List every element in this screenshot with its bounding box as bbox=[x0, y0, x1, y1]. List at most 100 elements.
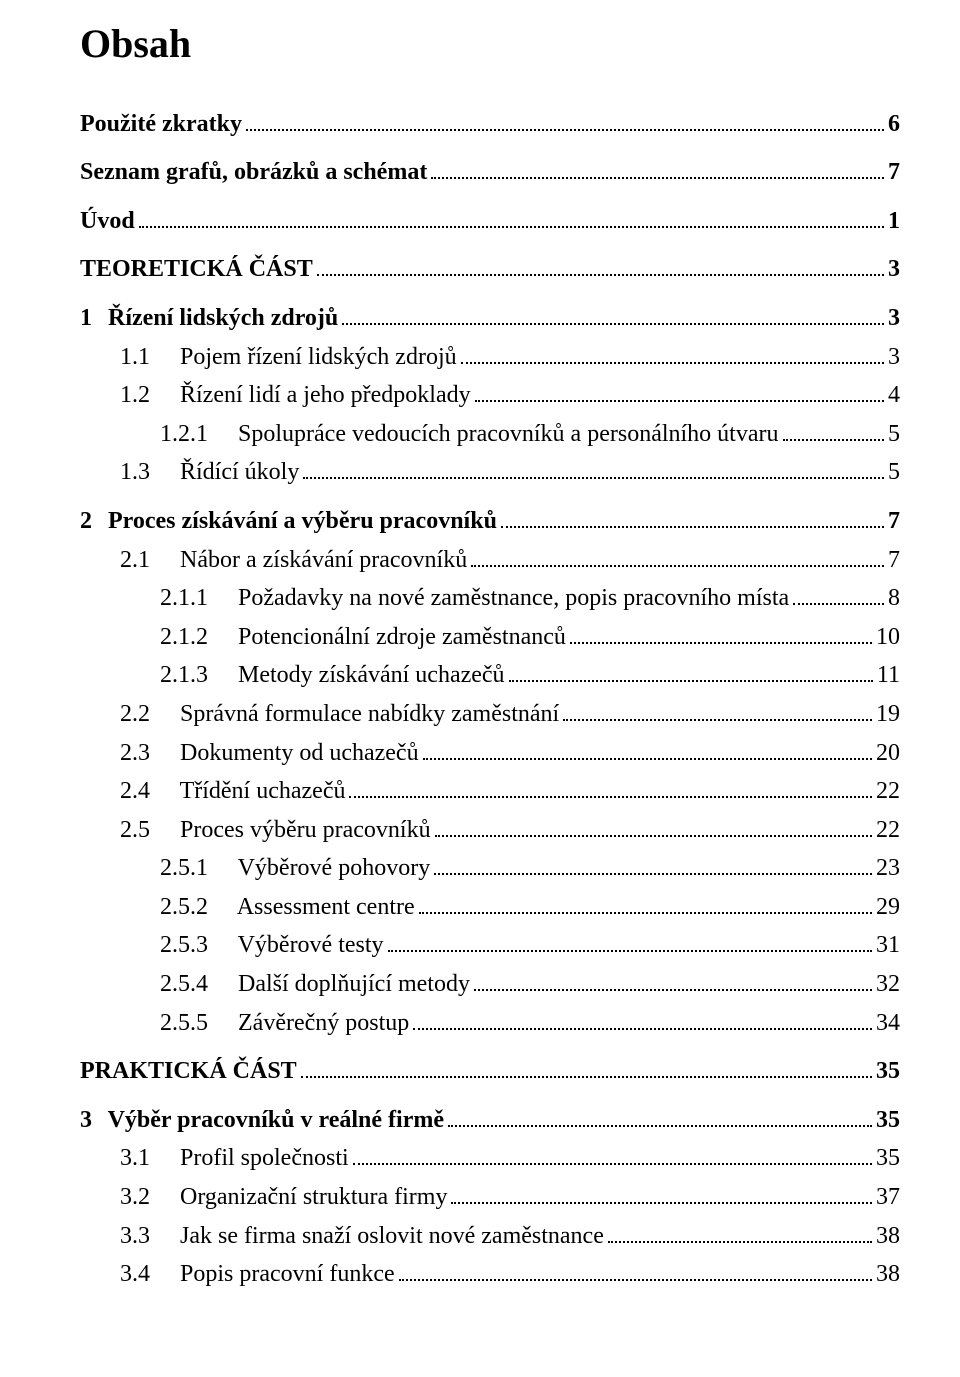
toc-entry-text: Potencionální zdroje zaměstnanců bbox=[238, 624, 566, 650]
toc-entry-page: 4 bbox=[888, 382, 900, 409]
toc-entry-text: Řízení lidských zdrojů bbox=[108, 305, 338, 331]
toc-entry: 3.4 Popis pracovní funkce 38 bbox=[120, 1258, 900, 1289]
toc-leader-dots bbox=[434, 852, 872, 876]
toc-leader-dots bbox=[509, 659, 873, 683]
toc-entry-text: Další doplňující metody bbox=[238, 971, 470, 997]
toc-entry-label: 2.1 Nábor a získávání pracovníků bbox=[120, 547, 467, 574]
toc-entry: 2.5 Proces výběru pracovníků22 bbox=[120, 813, 900, 844]
toc-entry: 2.4 Třídění uchazečů22 bbox=[120, 775, 900, 806]
toc-entry-text: Požadavky na nové zaměstnance, popis pra… bbox=[238, 585, 789, 611]
toc-entry-number: 2.5 bbox=[120, 817, 174, 844]
toc-leader-dots bbox=[451, 1180, 872, 1204]
toc-entry-number: 2.5.2 bbox=[160, 894, 232, 921]
toc-leader-dots bbox=[399, 1258, 872, 1282]
toc-entry-page: 32 bbox=[876, 971, 900, 998]
toc-leader-dots bbox=[419, 890, 872, 914]
toc-leader-dots bbox=[303, 456, 884, 480]
toc-entry-text: Dokumenty od uchazečů bbox=[180, 740, 419, 766]
toc-entry-text: Použité zkratky bbox=[80, 111, 242, 137]
toc-entry-text: Úvod bbox=[80, 208, 135, 234]
toc-title: Obsah bbox=[80, 20, 900, 67]
toc-entry: 2.2 Správná formulace nabídky zaměstnání… bbox=[120, 697, 900, 728]
toc-entry-page: 1 bbox=[888, 208, 900, 235]
toc-entry: TEORETICKÁ ČÁST 3 bbox=[80, 253, 900, 284]
toc-entry-text: Výběr pracovníků v reálné firmě bbox=[108, 1107, 444, 1133]
toc-leader-dots bbox=[461, 340, 884, 364]
toc-entry: 2.5.1 Výběrové pohovory23 bbox=[160, 852, 900, 883]
toc-leader-dots bbox=[388, 929, 872, 953]
toc-entry-text: Proces výběru pracovníků bbox=[180, 817, 431, 843]
toc-entry: 1.2 Řízení lidí a jeho předpoklady 4 bbox=[120, 379, 900, 410]
toc-leader-dots bbox=[353, 1142, 872, 1166]
toc-entry-page: 35 bbox=[876, 1107, 900, 1134]
toc-entry-text: Seznam grafů, obrázků a schémat bbox=[80, 159, 427, 185]
toc-entry-label: 3.4 Popis pracovní funkce bbox=[120, 1261, 395, 1288]
toc-entry-label: 2.1.1 Požadavky na nové zaměstnance, pop… bbox=[160, 585, 789, 612]
toc-entry-label: 2.1.3 Metody získávání uchazečů bbox=[160, 662, 505, 689]
toc-entry: 2.1.1 Požadavky na nové zaměstnance, pop… bbox=[160, 582, 900, 613]
toc-entry-text: Pojem řízení lidských zdrojů bbox=[180, 344, 457, 370]
toc-entry: 3 Výběr pracovníků v reálné firmě 35 bbox=[80, 1103, 900, 1134]
toc-leader-dots bbox=[793, 582, 884, 606]
toc-entry-number: 1 bbox=[80, 305, 92, 332]
toc-leader-dots bbox=[423, 736, 872, 760]
toc-leader-dots bbox=[317, 253, 884, 277]
toc-entry-page: 20 bbox=[876, 740, 900, 767]
toc-entry-label: 2.5.3 Výběrové testy bbox=[160, 932, 384, 959]
toc-entry-label: 2.5 Proces výběru pracovníků bbox=[120, 817, 431, 844]
toc-entry-text: Profil společnosti bbox=[180, 1145, 349, 1171]
toc-entry: 2.5.3 Výběrové testy31 bbox=[160, 929, 900, 960]
toc-entry-text: Třídění uchazečů bbox=[180, 778, 346, 804]
toc-leader-dots bbox=[563, 697, 872, 721]
toc-leader-dots bbox=[342, 301, 884, 325]
toc-entry: 2.5.5 Závěrečný postup34 bbox=[160, 1006, 900, 1037]
toc-entry-number: 2.5.1 bbox=[160, 855, 232, 882]
toc-entry-text: Výběrové pohovory bbox=[238, 855, 431, 881]
toc-entry-label: 2.3 Dokumenty od uchazečů bbox=[120, 740, 419, 767]
toc-entry: 3.3 Jak se firma snaží oslovit nové zamě… bbox=[120, 1219, 900, 1250]
toc-leader-dots bbox=[431, 156, 884, 180]
toc-entry-label: 3.2 Organizační struktura firmy bbox=[120, 1184, 447, 1211]
toc-leader-dots bbox=[448, 1103, 872, 1127]
toc-entry-label: 2.5.4 Další doplňující metody bbox=[160, 971, 470, 998]
toc-entry-label: 2.2 Správná formulace nabídky zaměstnání bbox=[120, 701, 559, 728]
toc-entry-text: Proces získávání a výběru pracovníků bbox=[108, 508, 497, 534]
toc-entry-label: Použité zkratky bbox=[80, 111, 242, 138]
toc-entry-number: 3 bbox=[80, 1107, 92, 1134]
toc-entry-label: Seznam grafů, obrázků a schémat bbox=[80, 159, 427, 186]
toc-leader-dots bbox=[471, 543, 884, 567]
toc-entry: 2 Proces získávání a výběru pracovníků7 bbox=[80, 504, 900, 535]
toc-entry-page: 10 bbox=[876, 624, 900, 651]
toc-entry-number: 2.3 bbox=[120, 740, 174, 767]
toc-entry-text: Assessment centre bbox=[237, 894, 415, 920]
toc-entry-label: 1.3 Řídící úkoly bbox=[120, 459, 299, 486]
toc-entry-number: 2.2 bbox=[120, 701, 174, 728]
toc-entry-page: 19 bbox=[876, 701, 900, 728]
toc-entry-text: Spolupráce vedoucích pracovníků a person… bbox=[238, 421, 779, 447]
toc-entry-page: 38 bbox=[876, 1261, 900, 1288]
toc-entry-page: 35 bbox=[876, 1145, 900, 1172]
toc-entry-label: Úvod bbox=[80, 208, 135, 235]
toc-entry-text: TEORETICKÁ ČÁST bbox=[80, 256, 313, 282]
toc-entry-number: 2.5.5 bbox=[160, 1010, 232, 1037]
toc-entry-number: 2.1.2 bbox=[160, 624, 232, 651]
toc-entry-page: 3 bbox=[888, 256, 900, 283]
toc-entry-label: 1.2 Řízení lidí a jeho předpoklady bbox=[120, 382, 471, 409]
toc-entry: Úvod 1 bbox=[80, 204, 900, 235]
toc-entry-text: Organizační struktura firmy bbox=[180, 1184, 447, 1210]
toc-entry: 2.5.2 Assessment centre 29 bbox=[160, 890, 900, 921]
toc-entry: Seznam grafů, obrázků a schémat 7 bbox=[80, 156, 900, 187]
toc-entry-page: 38 bbox=[876, 1223, 900, 1250]
toc-entry-page: 29 bbox=[876, 894, 900, 921]
toc-entry-page: 7 bbox=[888, 159, 900, 186]
toc-entry-number: 1.3 bbox=[120, 459, 174, 486]
toc-entry-text: PRAKTICKÁ ČÁST bbox=[80, 1058, 297, 1084]
toc-leader-dots bbox=[475, 379, 884, 403]
toc-entry: 2.5.4 Další doplňující metody 32 bbox=[160, 967, 900, 998]
toc-entry-number: 2.1 bbox=[120, 547, 174, 574]
toc-leader-dots bbox=[608, 1219, 872, 1243]
toc-entry: PRAKTICKÁ ČÁST35 bbox=[80, 1055, 900, 1086]
toc-entry-number: 2.5.3 bbox=[160, 932, 232, 959]
toc-entry-label: 2.5.1 Výběrové pohovory bbox=[160, 855, 430, 882]
toc-entry-label: 2.1.2 Potencionální zdroje zaměstnanců bbox=[160, 624, 566, 651]
